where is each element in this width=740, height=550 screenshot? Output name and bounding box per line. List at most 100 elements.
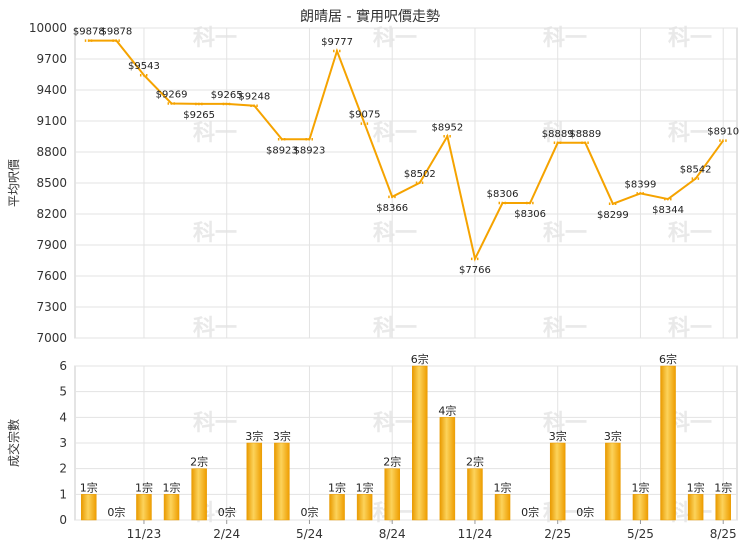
watermark-text: 科一 <box>373 221 417 246</box>
price-data-label: $7766 <box>459 265 491 276</box>
price-data-label: $8399 <box>625 179 657 190</box>
transaction-bar <box>163 494 180 521</box>
watermark-text: 科一 <box>373 316 417 341</box>
transaction-data-label: 1宗 <box>494 480 512 494</box>
bar-y-tick: 0 <box>59 513 67 527</box>
transaction-bar <box>136 494 152 521</box>
x-tick-label: 11/24 <box>458 527 493 541</box>
transaction-bar <box>660 365 676 521</box>
line-y-tick: 7600 <box>36 269 67 283</box>
watermark-text: 科一 <box>668 221 712 246</box>
transaction-data-label: 1宗 <box>80 480 98 494</box>
price-data-label: $8502 <box>404 169 436 180</box>
line-y-tick: 7300 <box>36 300 67 314</box>
transaction-data-label: 3宗 <box>549 429 567 443</box>
price-data-label: $8923 <box>294 145 326 156</box>
transaction-data-label: 1宗 <box>687 480 705 494</box>
transaction-bar <box>494 494 511 521</box>
price-data-label: $8366 <box>376 203 408 214</box>
transaction-data-label: 0宗 <box>521 505 539 519</box>
transaction-bar <box>356 494 373 521</box>
price-data-label: $8306 <box>514 209 546 220</box>
transaction-data-label: 1宗 <box>631 480 649 494</box>
transaction-data-label: 6宗 <box>411 352 429 366</box>
price-data-label: $8952 <box>431 122 463 133</box>
transaction-bar <box>549 442 566 521</box>
price-data-label: $9878 <box>100 27 132 38</box>
transaction-data-label: 3宗 <box>273 429 291 443</box>
transaction-data-label: 1宗 <box>163 480 181 494</box>
line-y-tick: 9100 <box>36 114 67 128</box>
price-data-label: $9265 <box>211 90 243 101</box>
x-tick-label: 8/24 <box>379 527 406 541</box>
bar-y-tick: 3 <box>59 436 67 450</box>
transaction-data-label: 0宗 <box>300 505 318 519</box>
x-tick-label: 2/25 <box>544 527 571 541</box>
price-data-label: $9777 <box>321 37 353 48</box>
bar-y-tick: 4 <box>59 410 67 424</box>
transaction-bar <box>632 494 649 521</box>
transaction-data-label: 0宗 <box>576 505 594 519</box>
watermark-text: 科一 <box>373 121 417 146</box>
line-y-tick: 9400 <box>36 83 67 97</box>
transaction-bar <box>467 468 483 521</box>
transaction-data-label: 3宗 <box>245 429 263 443</box>
line-y-tick: 8800 <box>36 145 67 159</box>
bar-y-tick: 1 <box>59 487 67 501</box>
price-data-label: $9075 <box>349 110 381 121</box>
bar-y-tick: 2 <box>59 462 67 476</box>
price-data-label: $8923 <box>266 145 298 156</box>
transaction-data-label: 3宗 <box>604 429 622 443</box>
transaction-bar <box>439 417 456 521</box>
line-y-tick: 7900 <box>36 238 67 252</box>
price-data-label: $8299 <box>597 210 629 221</box>
transaction-data-label: 1宗 <box>356 480 374 494</box>
bar-y-tick: 6 <box>59 359 67 373</box>
line-y-tick: 10000 <box>29 21 67 35</box>
watermark-text: 科一 <box>193 221 237 246</box>
watermark-text: 科一 <box>543 221 587 246</box>
watermark-text: 科一 <box>373 26 417 51</box>
transaction-data-label: 0宗 <box>218 505 236 519</box>
x-tick-label: 5/24 <box>296 527 323 541</box>
price-data-label: $9543 <box>128 61 160 72</box>
transaction-data-label: 1宗 <box>135 480 153 494</box>
watermark-text: 科一 <box>543 316 587 341</box>
transaction-bar <box>605 442 621 521</box>
transaction-data-label: 0宗 <box>107 505 125 519</box>
x-tick-label: 8/25 <box>710 527 737 541</box>
price-data-label: $8910 <box>707 127 739 138</box>
watermark-text: 科一 <box>668 121 712 146</box>
price-data-label: $8542 <box>680 165 712 176</box>
watermark-text: 科一 <box>668 316 712 341</box>
transaction-bar <box>81 494 97 521</box>
price-data-label: $9265 <box>183 110 215 121</box>
transaction-bar <box>384 468 400 521</box>
line-y-tick: 7000 <box>36 331 67 345</box>
transaction-bar <box>191 468 207 521</box>
transaction-data-label: 6宗 <box>659 352 677 366</box>
chart-title: 朗晴居 - 實用呎價走勢 <box>300 9 440 25</box>
price-data-label: $8889 <box>569 129 601 140</box>
price-data-label: $9269 <box>156 90 188 101</box>
transaction-bar <box>687 494 704 521</box>
line-y-tick: 8200 <box>36 207 67 221</box>
price-data-label: $8889 <box>542 129 574 140</box>
watermark-text: 科一 <box>193 316 237 341</box>
x-tick-label: 2/24 <box>213 527 240 541</box>
line-y-tick: 8500 <box>36 176 67 190</box>
line-y-tick: 9700 <box>36 52 67 66</box>
bar-y-axis-label: 成交宗數 <box>6 419 21 467</box>
transaction-bar <box>246 442 263 521</box>
transaction-bar <box>715 494 731 521</box>
x-tick-label: 11/23 <box>127 527 162 541</box>
watermark-text: 科一 <box>193 411 237 436</box>
watermark-text: 科一 <box>543 26 587 51</box>
transaction-data-label: 2宗 <box>466 455 484 469</box>
watermark-text: 科一 <box>373 411 417 436</box>
price-data-label: $8306 <box>487 189 519 200</box>
x-tick-label: 5/25 <box>627 527 654 541</box>
price-data-label: $9248 <box>238 92 270 103</box>
watermark-text: 科一 <box>193 121 237 146</box>
